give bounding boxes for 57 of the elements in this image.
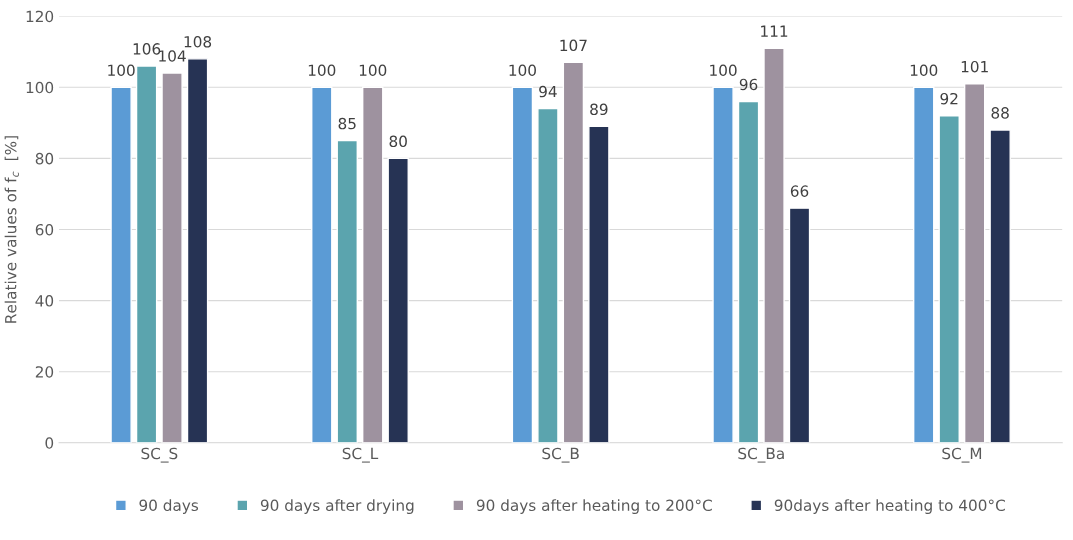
bar	[712, 86, 734, 443]
bar	[186, 58, 209, 443]
bar	[938, 115, 960, 443]
bar	[912, 86, 935, 443]
data-label: 96	[739, 78, 758, 91]
data-label: 111	[761, 25, 788, 37]
bar	[537, 107, 559, 443]
data-label: 88	[991, 107, 1009, 119]
bar	[511, 86, 534, 443]
bar	[588, 125, 610, 443]
legend-label: 90days after heating to 400°C	[774, 499, 1005, 514]
x-tick-label: SC_M	[942, 447, 982, 463]
y-tick-label: 60	[35, 223, 54, 236]
data-label: 100	[509, 64, 536, 77]
bar	[737, 100, 760, 443]
y-tick-label: 40	[35, 295, 54, 307]
data-label: 100	[359, 64, 387, 77]
legend-label: 90 days	[139, 499, 199, 514]
bar	[336, 139, 358, 443]
bar	[788, 207, 811, 443]
x-tick-label: SC_S	[141, 447, 178, 463]
bar	[963, 83, 986, 443]
data-label: 106	[133, 43, 161, 55]
bar	[387, 157, 409, 443]
data-label: 100	[910, 64, 938, 77]
data-label: 104	[159, 50, 186, 62]
data-label: 92	[940, 92, 958, 105]
y-tick-label: 80	[35, 152, 54, 165]
data-label: 107	[560, 39, 587, 52]
legend-label: 90 days after drying	[260, 499, 414, 514]
x-tick-label: SC_L	[342, 447, 379, 463]
legend-label: 90 days after heating to 200°C	[476, 499, 712, 514]
data-label: 108	[184, 36, 212, 48]
data-label: 100	[108, 64, 135, 77]
y-tick-label: 100	[26, 81, 54, 94]
data-label: 101	[961, 60, 988, 73]
x-tick-label: SC_B	[542, 447, 579, 463]
y-tick-label: 0	[45, 437, 54, 449]
y-tick-label: 20	[35, 366, 54, 378]
bar	[135, 65, 158, 443]
bar	[311, 86, 333, 443]
bar	[161, 72, 183, 443]
data-label: 66	[790, 185, 809, 197]
data-label: 100	[710, 64, 737, 77]
bar	[362, 86, 384, 443]
bar	[110, 86, 132, 443]
data-label: 94	[539, 85, 557, 98]
data-label: 100	[308, 64, 336, 77]
y-axis-title: Relative values of f$_{c}$ [%]	[4, 136, 19, 323]
x-tick-label: SC_Ba	[738, 447, 784, 463]
data-label: 85	[338, 117, 356, 130]
bar	[562, 61, 585, 443]
bar	[989, 129, 1011, 443]
data-label: 89	[590, 103, 608, 116]
y-tick-label: 120	[26, 10, 54, 23]
data-label: 80	[389, 135, 407, 148]
bar	[763, 47, 785, 443]
